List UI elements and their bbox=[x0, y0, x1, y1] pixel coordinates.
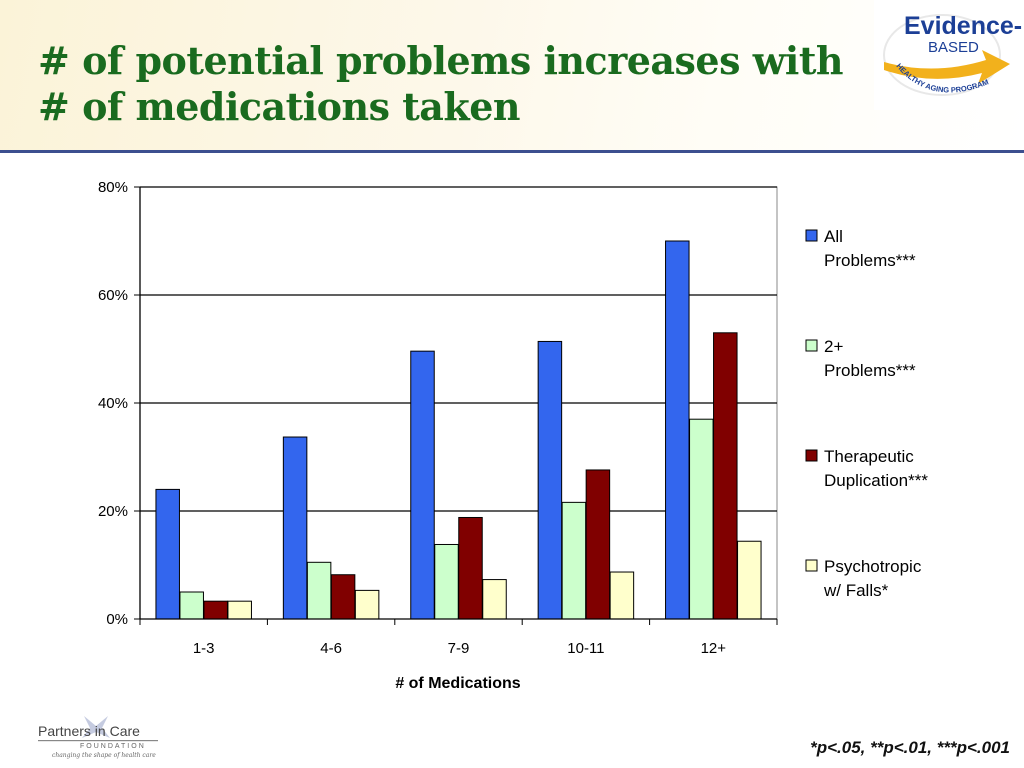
bar bbox=[689, 418, 714, 620]
legend-label: All bbox=[824, 227, 843, 246]
bar bbox=[713, 332, 738, 620]
bar bbox=[434, 543, 459, 620]
y-tick-label: 20% bbox=[98, 503, 128, 520]
partners-in-care-logo: Partners in Care FOUNDATION changing the… bbox=[38, 716, 158, 759]
axes bbox=[134, 186, 778, 625]
bar bbox=[410, 350, 435, 620]
bar bbox=[665, 240, 690, 620]
legend-label: Duplication*** bbox=[824, 471, 928, 490]
slide-title-line-1: # of potential problems increases with bbox=[38, 38, 844, 83]
header-rule bbox=[0, 150, 1024, 153]
bar bbox=[227, 600, 252, 620]
legend-label: Therapeutic bbox=[824, 447, 914, 466]
x-tick-label: 1-3 bbox=[193, 640, 215, 657]
y-tick-label: 40% bbox=[98, 395, 128, 412]
slide-title: # of potential problems increases with #… bbox=[38, 38, 878, 130]
legend-swatch bbox=[805, 559, 818, 572]
bar bbox=[458, 516, 483, 620]
x-tick-labels: 1-3 4-6 7-9 10-11 12+ bbox=[193, 640, 726, 657]
bar bbox=[306, 561, 332, 620]
legend-swatch bbox=[805, 229, 818, 242]
bar bbox=[354, 589, 380, 620]
bar bbox=[737, 540, 762, 620]
y-tick-label: 0% bbox=[106, 611, 128, 628]
x-tick-label: 10-11 bbox=[567, 640, 604, 657]
logo-word-evidence: Evidence- bbox=[904, 12, 1022, 40]
logo-figure-icon bbox=[82, 716, 110, 738]
x-tick-label: 12+ bbox=[701, 640, 727, 657]
logo-word-based: BASED bbox=[928, 39, 979, 56]
logo-arrow-icon bbox=[884, 50, 1010, 84]
legend-label: Psychotropic bbox=[824, 557, 922, 576]
bars bbox=[155, 240, 762, 620]
legend-label: Problems*** bbox=[824, 361, 916, 380]
bar bbox=[585, 469, 611, 620]
legend-swatch bbox=[805, 449, 818, 462]
logo-partners-foundation: FOUNDATION bbox=[80, 743, 146, 750]
y-tick-label: 60% bbox=[98, 287, 128, 304]
header-band bbox=[0, 0, 1024, 150]
evidence-based-logo: Evidence- BASED HEALTHY AGING PROGRAM bbox=[874, 0, 1024, 110]
bar bbox=[609, 571, 635, 620]
bar bbox=[179, 591, 204, 620]
legend-swatch bbox=[805, 339, 818, 352]
legend-label: w/ Falls* bbox=[823, 581, 889, 600]
logo-partners-name: Partners in Care bbox=[38, 723, 140, 739]
legend: All Problems*** 2+ Problems*** Therapeutic Du… bbox=[805, 227, 928, 600]
bar bbox=[155, 488, 180, 620]
y-tick-label: 80% bbox=[98, 179, 128, 196]
bar bbox=[537, 340, 563, 620]
y-tick-labels: 0% 20% 40% 60% 80% bbox=[98, 179, 128, 628]
bar bbox=[330, 574, 356, 620]
legend-label: Problems*** bbox=[824, 251, 916, 270]
logo-partners-tagline: changing the shape of health care bbox=[52, 752, 156, 759]
bar bbox=[561, 501, 587, 620]
x-tick-label: 4-6 bbox=[320, 640, 342, 657]
x-tick-label: 7-9 bbox=[448, 640, 470, 657]
bar bbox=[482, 579, 507, 620]
x-axis-label: # of Medications bbox=[395, 675, 520, 692]
bar bbox=[282, 436, 308, 620]
legend-label: 2+ bbox=[824, 337, 843, 356]
slide-title-line-2: # of medications taken bbox=[38, 84, 521, 129]
significance-footnote: *p<.05, **p<.01, ***p<.001 bbox=[810, 738, 1010, 757]
bar bbox=[203, 600, 228, 620]
bar-chart: 0% 20% 40% 60% 80% 1-3 4-6 7-9 10-11 12+ # of Me… bbox=[98, 179, 928, 692]
